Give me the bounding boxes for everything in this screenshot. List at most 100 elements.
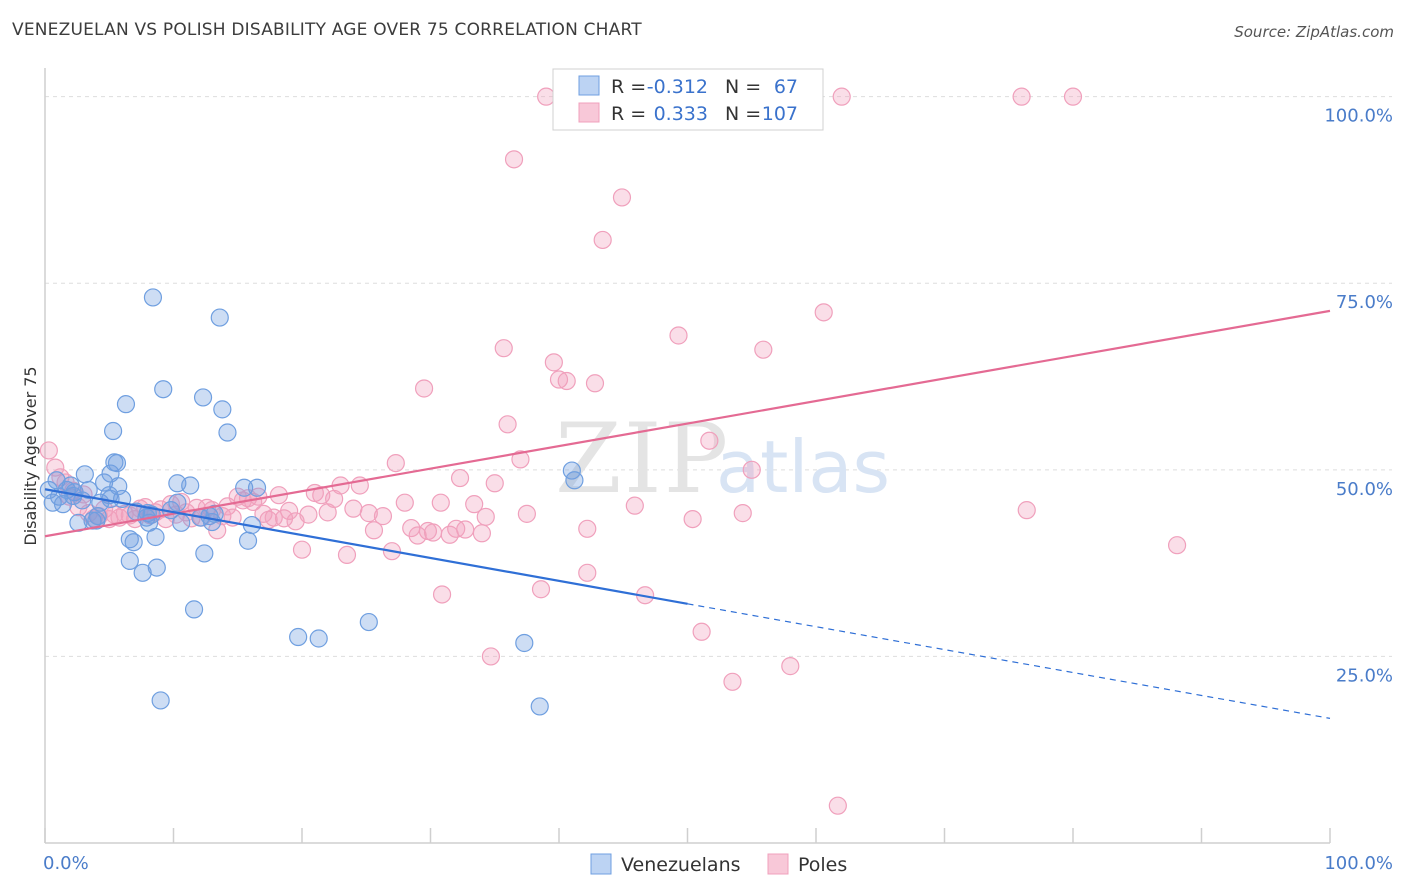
point-venezuelans — [515, 633, 534, 653]
tick-labels: 25.0% 50.0% 75.0% 100.0% 0.0% 100.0% — [43, 106, 1393, 874]
point-venezuelans — [147, 558, 166, 577]
point-poles — [386, 454, 405, 473]
point-poles — [578, 563, 597, 582]
source-label: Source: ZipAtlas.com — [1234, 23, 1394, 41]
point-poles — [395, 493, 414, 512]
point-poles — [456, 520, 475, 539]
point-poles — [700, 431, 719, 450]
point-poles — [511, 450, 530, 469]
point-poles — [408, 526, 427, 545]
bottom-legend-label-poles: Poles — [798, 854, 847, 876]
point-poles — [517, 504, 536, 523]
point-venezuelans — [154, 380, 173, 399]
point-poles — [683, 509, 702, 529]
y-tick-label: 75.0% — [1336, 292, 1393, 313]
point-venezuelans — [309, 629, 328, 648]
legend-r-label-poles: R = — [611, 103, 646, 125]
point-poles — [1017, 501, 1036, 520]
chart-title: VENEZUELAN VS POLISH DISABILITY AGE OVER… — [12, 20, 642, 40]
point-venezuelans — [181, 476, 200, 495]
point-venezuelans — [168, 493, 187, 512]
point-poles — [692, 622, 711, 641]
point-venezuelans — [530, 697, 549, 716]
point-poles — [280, 501, 299, 520]
legend-r-value-venezuelans: -0.312 — [647, 76, 708, 98]
point-poles — [828, 796, 847, 815]
series-poles — [39, 87, 1187, 815]
point-venezuelans — [116, 395, 136, 414]
trend-line-poles — [44, 309, 1331, 538]
legend-n-label-venezuelans: N = — [725, 76, 761, 98]
point-poles — [537, 87, 556, 106]
legend-swatch-venezuelans — [578, 75, 600, 96]
point-poles — [485, 474, 504, 493]
point-poles — [359, 504, 378, 523]
point-poles — [625, 496, 644, 515]
point-poles — [465, 495, 484, 514]
point-venezuelans — [359, 612, 378, 632]
bottom-legend-swatch-venezuelans — [590, 853, 612, 875]
point-poles — [337, 545, 357, 565]
bottom-legend-swatch-poles — [767, 853, 789, 875]
point-venezuelans — [104, 421, 123, 441]
point-poles — [531, 580, 551, 599]
axes — [44, 68, 1331, 844]
point-venezuelans — [210, 308, 229, 327]
point-poles — [1012, 87, 1031, 106]
legend-n-value-venezuelans: 67 — [774, 76, 798, 98]
legend-n-label-poles: N = — [725, 103, 761, 125]
legend-swatch-poles — [578, 102, 600, 123]
point-venezuelans — [107, 454, 127, 473]
point-poles — [593, 230, 612, 250]
point-venezuelans — [238, 531, 258, 550]
point-poles — [498, 415, 517, 434]
point-poles — [669, 326, 688, 345]
point-venezuelans — [143, 288, 163, 307]
point-poles — [344, 499, 363, 518]
point-poles — [814, 303, 833, 322]
point-venezuelans — [213, 400, 232, 419]
y-tick-label: 100.0% — [1324, 106, 1393, 127]
point-poles — [476, 507, 495, 526]
point-venezuelans — [289, 627, 308, 647]
point-poles — [1167, 536, 1187, 555]
point-poles — [472, 524, 491, 543]
point-poles — [832, 87, 851, 106]
trend-line-venezuelans-dashed — [687, 603, 1331, 719]
trend-line-venezuelans — [44, 488, 688, 605]
point-venezuelans — [235, 478, 254, 497]
point-venezuelans — [88, 507, 107, 526]
point-venezuelans — [193, 388, 213, 407]
point-poles — [423, 523, 443, 542]
point-venezuelans — [195, 544, 214, 563]
legend-r-label-venezuelans: R = — [611, 76, 646, 98]
point-venezuelans — [247, 478, 267, 497]
y-tick-label: 50.0% — [1336, 479, 1393, 500]
point-venezuelans — [79, 480, 98, 500]
point-poles — [292, 540, 312, 559]
point-poles — [742, 460, 761, 479]
trend-lines — [44, 309, 1331, 719]
point-poles — [1063, 87, 1083, 106]
point-poles — [544, 353, 563, 372]
legend-n-value-poles: 107 — [762, 103, 798, 125]
x-tick-label: 0.0% — [43, 853, 89, 874]
point-poles — [578, 519, 597, 538]
point-poles — [612, 188, 632, 207]
point-poles — [754, 340, 773, 359]
point-poles — [450, 468, 470, 488]
point-venezuelans — [151, 691, 170, 710]
point-poles — [414, 379, 434, 398]
watermark: ZIP atlas — [555, 403, 890, 515]
point-poles — [585, 374, 605, 393]
point-poles — [494, 339, 513, 358]
point-poles — [39, 441, 58, 460]
point-poles — [432, 585, 452, 604]
point-poles — [254, 504, 273, 523]
point-venezuelans — [184, 600, 204, 619]
point-venezuelans — [172, 513, 191, 532]
y-axis-title: Disability Age Over 75 — [21, 366, 40, 545]
point-venezuelans — [133, 563, 152, 582]
point-venezuelans — [120, 551, 139, 570]
point-poles — [431, 493, 450, 512]
